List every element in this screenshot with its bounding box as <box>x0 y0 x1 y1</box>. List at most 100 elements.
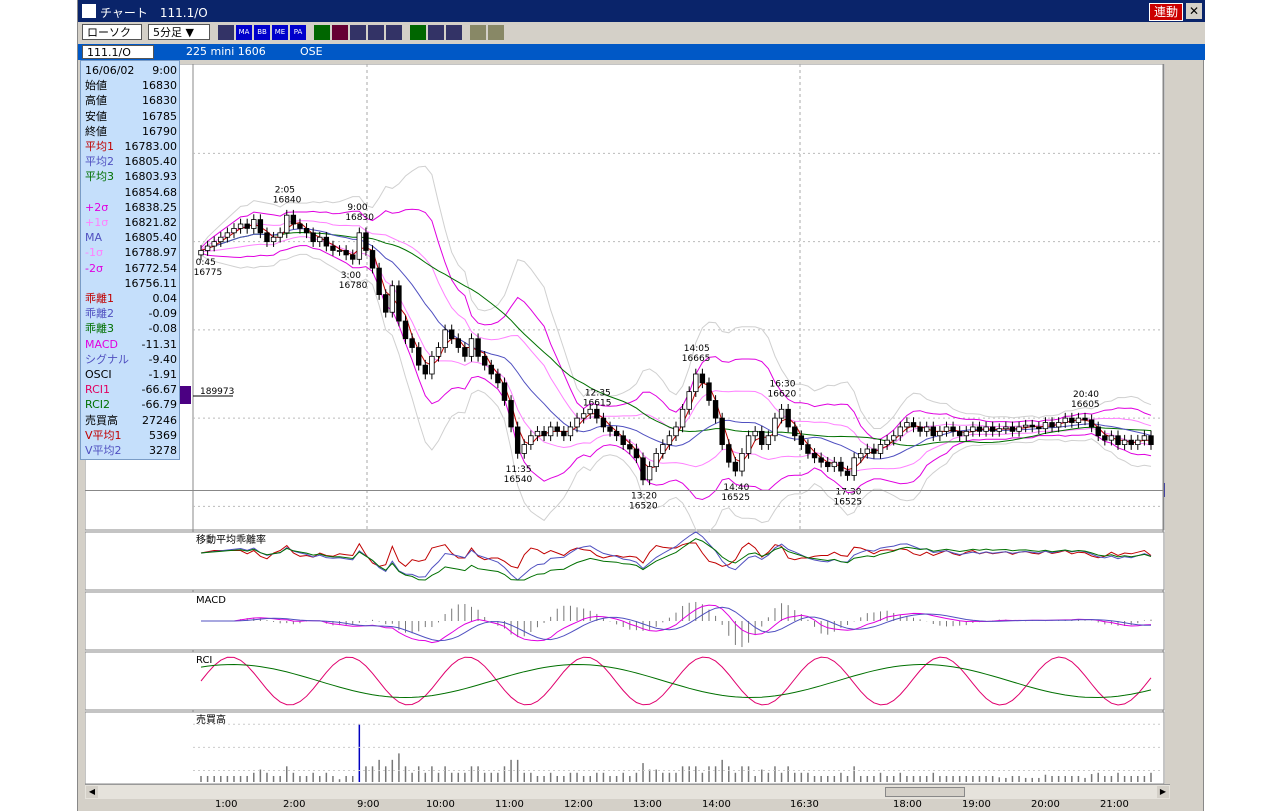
panel-row: OSCI -1.91 <box>85 367 177 382</box>
time-axis: 1:00 2:00 9:00 10:00 11:00 12:00 13:00 14:00 16:… <box>85 798 1165 811</box>
candle-body <box>1036 426 1042 430</box>
panel-row-label: 始値 <box>85 79 107 93</box>
settings-tool-icon[interactable] <box>470 25 486 40</box>
panel-row: 平均1 16783.00 <box>85 139 177 154</box>
range-tool-icon[interactable] <box>386 25 402 40</box>
panel-row-label: 平均1 <box>85 140 114 153</box>
candle-body <box>462 347 468 357</box>
candle-body <box>409 338 415 348</box>
panel-row-value: -0.09 <box>148 307 177 321</box>
data-window-panel: 16/06/02 9:00 始値 16830 高値 16830 安値 16785 終値 16790… <box>80 60 180 460</box>
chart-canvas[interactable]: 16900168001670016600165000:45167752:0516… <box>85 64 1165 784</box>
panel-row: V平均2 3278 <box>85 443 177 458</box>
close-icon[interactable]: ✕ <box>1186 3 1202 19</box>
time-tick-label: 20:00 <box>1031 799 1060 810</box>
panel-row-label: 16/06/02 <box>85 64 135 77</box>
candle-body <box>891 435 897 441</box>
window-title: チャート 111.1/O <box>100 6 208 20</box>
fib-tool-icon[interactable] <box>332 25 348 40</box>
scroll-left-icon[interactable]: ◀ <box>86 786 98 798</box>
annotation-time: 14:40 <box>723 483 749 493</box>
annotation-time: 12:35 <box>585 388 611 398</box>
eraser-tool-icon[interactable] <box>446 25 462 40</box>
pa-tool-icon[interactable]: PA <box>290 25 306 40</box>
candle-body <box>336 250 343 252</box>
candle-body <box>501 382 508 401</box>
candle-body <box>1042 422 1049 430</box>
zoom-tool-icon[interactable] <box>368 25 384 40</box>
panel-row-value: 16756.11 <box>124 276 178 290</box>
hatch-tool-icon[interactable] <box>488 25 504 40</box>
candle-body <box>429 355 435 375</box>
panel-row: 乖離3 -0.08 <box>85 321 177 336</box>
candle-body <box>495 373 501 384</box>
candle-body <box>251 219 257 229</box>
panel-row-label: V平均1 <box>85 428 122 442</box>
annotation-time: 20:40 <box>1073 390 1099 400</box>
chart-area[interactable]: 16900168001670016600165000:45167752:0516… <box>85 64 1165 784</box>
candle-body <box>798 435 805 445</box>
candle-body <box>244 223 250 229</box>
panel-row-label: -1σ <box>85 246 103 260</box>
panel-row-value: 16783.00 <box>124 140 178 153</box>
candle-body <box>580 413 587 419</box>
panel-row-value: 16790 <box>142 124 177 138</box>
panel-row: 乖離2 -0.09 <box>85 306 177 321</box>
panel-row-label: +1σ <box>85 216 109 229</box>
panel-row-value: 16788.97 <box>124 246 178 260</box>
candle-body <box>943 426 950 432</box>
sma-tool-icon[interactable] <box>218 25 234 40</box>
symbol-input[interactable]: 111.1/O <box>82 45 154 59</box>
candle-body <box>620 435 626 445</box>
annotation-value: 16540 <box>504 475 533 485</box>
candle-body <box>1121 439 1128 445</box>
interval-select[interactable]: 5分足 ▼ <box>148 24 210 40</box>
me-tool-icon[interactable]: ME <box>272 25 288 40</box>
deviation-line-1 <box>200 542 1152 569</box>
annotation-value: 16525 <box>834 497 863 507</box>
panel-row-value: 16821.82 <box>124 216 178 229</box>
candle-body <box>1062 417 1068 423</box>
panel-row: MACD -11.31 <box>85 337 177 352</box>
chart-type-select[interactable]: ローソク ▼ <box>82 24 142 55</box>
cursor-tool-icon[interactable] <box>350 25 366 40</box>
candle-body <box>270 236 277 243</box>
panel-row-value: -9.40 <box>148 352 177 366</box>
candle-body <box>838 461 844 472</box>
bb-tool-icon[interactable]: BB <box>254 25 270 40</box>
candle-body <box>528 435 534 445</box>
link-button[interactable]: 連動 <box>1148 3 1183 21</box>
bollinger-3sigma-lower <box>200 253 1152 535</box>
pencil-tool-icon[interactable] <box>410 25 426 40</box>
candle-body <box>218 236 224 243</box>
annotation-value: 16665 <box>682 354 711 364</box>
panel-row-label: 安値 <box>85 109 107 123</box>
candle-body <box>475 338 481 357</box>
candle-body <box>785 408 791 428</box>
deviation-line-2 <box>200 531 1152 581</box>
candle-body <box>693 373 699 393</box>
subpanel-frame <box>85 531 1165 591</box>
panel-row: 高値 16830 <box>85 93 177 108</box>
candle-body <box>488 364 494 375</box>
annotation-time: 3:00 <box>341 271 361 281</box>
candle-body <box>204 245 211 251</box>
horizontal-scrollbar[interactable]: ◀ ▶ <box>85 784 1170 799</box>
ma-tool-icon[interactable]: MA <box>236 25 252 40</box>
pointer-tool-icon[interactable] <box>428 25 444 40</box>
candle-body <box>759 430 765 445</box>
scroll-right-icon[interactable]: ▶ <box>1157 786 1169 798</box>
panel-row-value: 16805.40 <box>124 231 178 245</box>
panel-row-label: MA <box>85 231 103 245</box>
annotation-value: 16620 <box>768 389 797 399</box>
subpanel-frame <box>85 651 1165 711</box>
candle-body <box>739 453 745 472</box>
line-tool-icon[interactable] <box>314 25 330 40</box>
annotation-time: 13:20 <box>631 492 657 502</box>
candle-body <box>422 364 429 375</box>
main-pane <box>85 64 1165 531</box>
candle-body <box>699 373 706 384</box>
volume-marker-label: 189973 <box>200 387 234 397</box>
scroll-thumb[interactable] <box>885 787 965 797</box>
candle-body <box>706 382 712 401</box>
